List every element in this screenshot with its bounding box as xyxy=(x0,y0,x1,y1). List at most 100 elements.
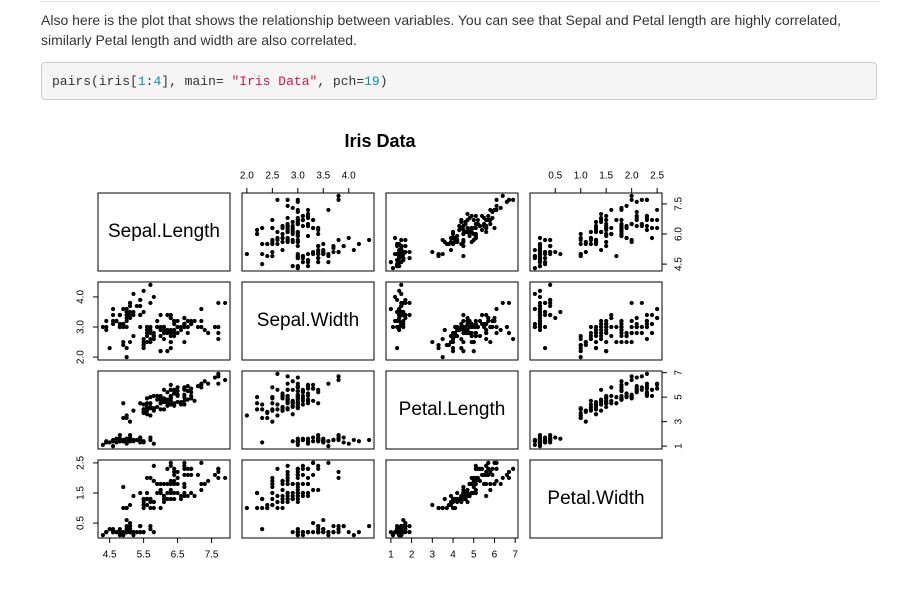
point xyxy=(588,330,594,336)
point xyxy=(609,315,614,321)
point xyxy=(401,300,406,306)
point xyxy=(182,324,187,330)
point xyxy=(542,324,548,330)
point xyxy=(127,339,133,345)
point xyxy=(104,530,109,535)
point xyxy=(100,442,105,447)
point xyxy=(399,523,404,529)
point xyxy=(310,439,316,444)
point xyxy=(275,407,280,412)
point xyxy=(644,371,650,376)
point xyxy=(260,526,265,532)
point xyxy=(260,407,265,412)
point xyxy=(639,330,644,336)
point xyxy=(270,481,275,487)
point xyxy=(151,336,156,342)
point xyxy=(275,493,280,499)
point xyxy=(473,324,478,330)
point xyxy=(446,502,451,508)
point xyxy=(254,231,260,237)
point xyxy=(401,324,406,330)
point xyxy=(144,324,150,330)
point xyxy=(399,291,404,297)
point xyxy=(144,401,150,406)
point xyxy=(151,463,156,468)
point xyxy=(367,237,372,243)
point xyxy=(202,327,207,333)
point xyxy=(593,412,599,417)
point xyxy=(316,432,321,438)
point xyxy=(270,419,275,424)
point xyxy=(463,324,468,330)
point xyxy=(532,247,537,253)
point xyxy=(295,233,300,239)
point xyxy=(473,333,478,339)
point xyxy=(121,533,126,538)
point xyxy=(290,387,295,392)
point xyxy=(280,478,285,484)
point xyxy=(395,241,400,247)
point xyxy=(604,404,609,410)
point xyxy=(624,339,629,345)
point xyxy=(124,315,129,321)
point xyxy=(604,324,609,330)
point xyxy=(305,264,311,269)
point xyxy=(336,197,341,203)
point xyxy=(634,223,639,229)
point xyxy=(175,318,180,324)
point xyxy=(461,312,466,318)
point xyxy=(542,237,548,243)
point xyxy=(604,348,609,354)
point xyxy=(175,388,180,394)
point xyxy=(165,330,170,336)
point xyxy=(583,339,588,345)
point xyxy=(244,251,249,257)
point xyxy=(407,523,412,529)
point xyxy=(270,253,275,259)
point xyxy=(461,330,466,336)
point xyxy=(270,395,275,400)
point xyxy=(316,243,321,249)
point xyxy=(624,395,629,400)
point xyxy=(148,499,153,505)
point xyxy=(459,493,464,499)
point xyxy=(473,321,478,327)
point xyxy=(141,410,146,416)
point xyxy=(461,487,466,493)
x-tick-label: 4.5 xyxy=(103,550,117,561)
point xyxy=(537,264,543,269)
point xyxy=(110,526,116,532)
point xyxy=(158,312,163,318)
x-tick-label: 2.5 xyxy=(650,171,664,182)
point xyxy=(471,225,476,231)
point xyxy=(532,442,537,447)
panel-frame xyxy=(529,459,663,539)
point xyxy=(178,324,184,330)
point xyxy=(305,490,311,496)
point xyxy=(172,490,177,496)
point xyxy=(185,388,190,394)
point xyxy=(459,321,464,327)
point xyxy=(461,327,466,333)
point xyxy=(558,436,563,441)
point xyxy=(148,327,153,333)
point xyxy=(316,526,321,532)
point xyxy=(300,393,306,399)
code-token: : xyxy=(145,74,154,89)
point xyxy=(305,397,311,402)
x-tick-label: 0.5 xyxy=(548,171,562,182)
point xyxy=(399,282,404,287)
point xyxy=(461,253,466,259)
x-tick-label: 7 xyxy=(512,550,518,561)
point xyxy=(397,259,402,265)
point xyxy=(467,231,472,237)
point xyxy=(121,342,126,348)
point xyxy=(100,324,105,330)
point xyxy=(107,440,112,445)
point xyxy=(148,413,153,418)
point xyxy=(459,345,464,351)
point xyxy=(331,523,336,529)
point xyxy=(189,466,194,472)
point xyxy=(172,327,177,333)
point xyxy=(644,336,650,342)
